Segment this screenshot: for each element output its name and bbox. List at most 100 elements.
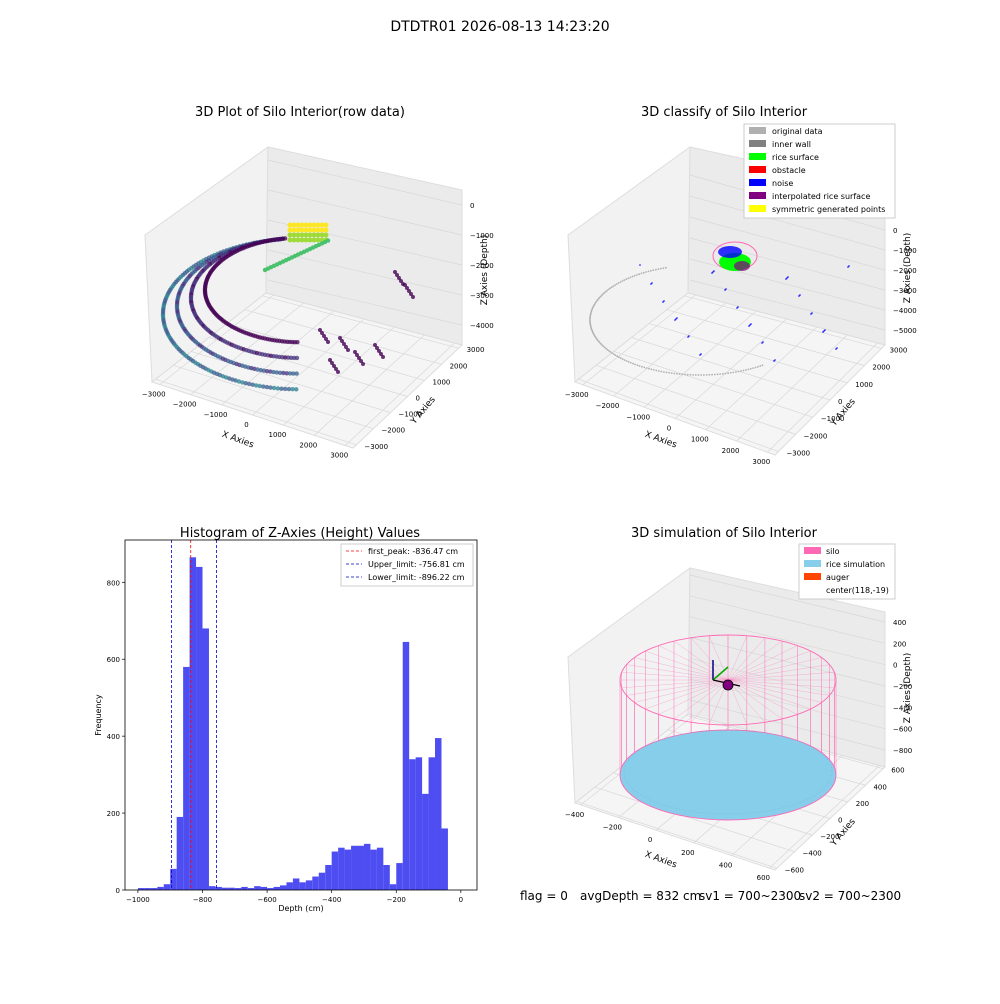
data-point	[619, 357, 622, 360]
data-point	[295, 222, 301, 228]
data-point	[668, 371, 670, 374]
panel-histogram: Histogram of Z-Axies (Height) Values −10…	[94, 526, 478, 913]
y-tick-label: −2000	[381, 427, 405, 435]
histogram-bar	[441, 828, 448, 890]
data-point	[353, 350, 357, 354]
data-point	[643, 366, 646, 369]
data-point	[323, 227, 329, 233]
silo-roof-line	[727, 679, 783, 720]
data-point	[591, 308, 593, 311]
data-point	[678, 373, 681, 375]
y-tick-label: 1000	[433, 378, 451, 386]
data-point	[357, 356, 361, 360]
histogram-bars	[137, 557, 448, 890]
data-point	[590, 311, 593, 313]
histogram-bar	[247, 888, 255, 890]
data-point	[375, 346, 379, 350]
data-point	[319, 222, 325, 228]
data-point	[639, 264, 641, 266]
histogram-bar	[144, 888, 151, 890]
x-tick-label: −800	[193, 896, 212, 904]
data-point	[602, 293, 604, 295]
x-tick-label: 0	[244, 421, 248, 429]
data-point	[703, 374, 705, 376]
data-point	[377, 349, 381, 353]
x-tick-label: 200	[681, 849, 694, 857]
panel-simulation-3d: 3D simulation of Silo Interior −400 −200 0…	[565, 526, 913, 882]
grid-line-y	[649, 323, 848, 384]
data-point	[662, 301, 664, 303]
data-point	[657, 268, 660, 270]
data-point	[264, 384, 270, 390]
data-point	[785, 278, 787, 280]
data-point	[595, 337, 598, 340]
data-point	[590, 327, 593, 330]
data-point	[361, 362, 365, 366]
data-point	[663, 300, 665, 302]
z-tick-label: −4000	[470, 322, 494, 330]
panel1-points	[160, 222, 415, 392]
x-tick-label: −400	[322, 896, 341, 904]
data-point	[381, 355, 385, 359]
data-point	[589, 317, 591, 320]
data-point	[594, 335, 596, 338]
data-point	[315, 222, 321, 228]
silo-roof-line	[727, 679, 830, 696]
y-tick-label: 3000	[467, 346, 485, 354]
y-tick-label: −200	[820, 833, 839, 841]
data-point	[616, 355, 619, 358]
data-point	[612, 353, 615, 355]
y-tick-label: −2000	[804, 432, 828, 440]
data-point	[599, 342, 602, 345]
data-point	[740, 370, 742, 372]
data-point	[355, 353, 359, 357]
data-point	[596, 339, 599, 341]
y-tick-label: 400	[873, 783, 886, 791]
axis-arrow-y	[712, 666, 729, 681]
data-point	[359, 359, 363, 363]
data-point	[609, 287, 611, 290]
histogram-bar	[338, 847, 345, 890]
z-tick-label: 400	[893, 619, 906, 627]
data-point	[319, 232, 325, 238]
histogram-legend: first_peak: -836.47 cm Upper_limit: -756.…	[340, 543, 474, 587]
data-point	[284, 371, 289, 376]
grid-line-z	[267, 219, 463, 266]
silo-roof-line	[658, 679, 729, 715]
histogram-bar	[363, 843, 371, 890]
panel3-title: Histogram of Z-Axies (Height) Values	[180, 526, 420, 541]
silo-roof-line	[626, 679, 729, 696]
silo-roof-line	[727, 635, 747, 681]
data-point	[642, 271, 645, 274]
y-tick-label: 600	[891, 767, 904, 775]
data-point	[631, 275, 634, 278]
grid-line-y	[631, 337, 831, 401]
data-point	[405, 286, 409, 290]
legend-swatch	[804, 560, 821, 567]
data-point	[848, 265, 850, 267]
grid-line-y	[262, 295, 459, 349]
legend-label: symmetric generated points	[772, 205, 885, 214]
data-point	[724, 289, 726, 291]
data-point	[647, 270, 650, 273]
data-point	[315, 232, 321, 238]
silo-roof-line	[727, 679, 835, 688]
histogram-bar	[273, 886, 281, 890]
data-point	[595, 300, 598, 303]
panel-raw-3d: 3D Plot of Silo Interior(row data) −3000…	[142, 105, 494, 459]
data-point	[711, 373, 713, 376]
panel2-ticks: −3000 −2000 −1000 0 1000 2000 3000 −3000 −2000 −1…	[565, 227, 917, 466]
data-point	[603, 292, 606, 294]
data-point	[737, 370, 740, 373]
panel1-ticks: −3000 −2000 −1000 0 1000 2000 3000 −3000 −2000 −1…	[142, 202, 494, 459]
histogram-bar	[228, 887, 235, 890]
grid-line-z	[689, 657, 886, 708]
data-point	[397, 276, 401, 280]
data-point	[295, 340, 300, 345]
histogram-bar	[215, 886, 222, 890]
x-tick-label: −3000	[142, 391, 166, 399]
data-point	[727, 372, 729, 375]
grid-line-z	[267, 159, 463, 206]
data-point	[299, 237, 305, 243]
data-point	[323, 222, 329, 228]
